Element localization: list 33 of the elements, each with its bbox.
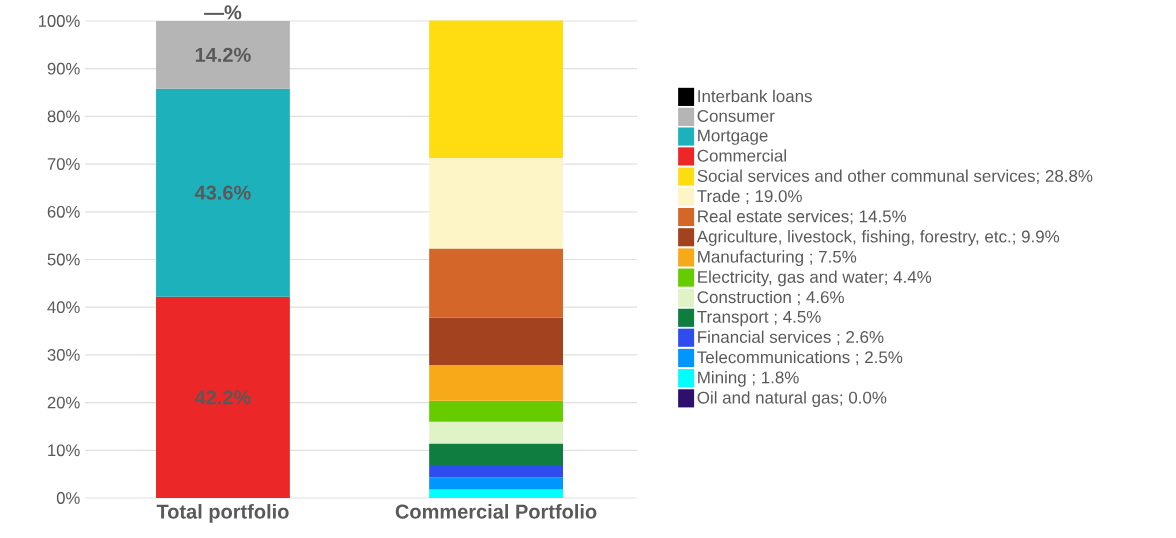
data-label: 43.6% [194, 185, 251, 200]
legend-label: Real estate services; 14.5% [698, 209, 907, 225]
legend-label: Electricity, gas and water; 4.4% [698, 270, 932, 287]
legend-label: Financial services ; 2.6% [698, 330, 884, 346]
y-tick-label: 90% [47, 62, 80, 75]
legend-label: Commercial [697, 149, 786, 162]
y-tick-label: 50% [47, 253, 80, 266]
legend-label: Construction ; 4.6% [697, 290, 844, 306]
legend-label: Oil and natural gas; 0.0% [697, 391, 887, 407]
y-tick-label: 80% [47, 110, 80, 123]
legend-label: Consumer [697, 109, 775, 122]
y-tick-label: 0% [56, 492, 80, 504]
data-label: 14.2% [195, 47, 251, 62]
legend-label: Interbank loans [698, 89, 812, 103]
legend-label: Transport ; 4.5% [697, 310, 821, 327]
y-tick-label: 10% [48, 444, 80, 457]
y-tick-label: 60% [47, 205, 80, 218]
legend-label: Telecommunications ; 2.5% [697, 350, 903, 366]
legend-label: Social services and other communal services; 28.8% [697, 169, 1093, 184]
legend-label: Mortgage [698, 129, 768, 145]
y-tick-label: 20% [47, 396, 80, 409]
y-tick-label: 100% [38, 15, 80, 27]
y-tick-label: 40% [47, 301, 80, 314]
y-tick-label: 70% [47, 158, 80, 170]
data-label: 42.2% [194, 390, 251, 405]
y-tick-label: 30% [47, 349, 80, 361]
legend-label: Manufacturing ; 7.5% [698, 250, 857, 267]
legend-label: Trade ; 19.0% [697, 189, 802, 205]
x-tick-label: Total portfolio [156, 504, 289, 523]
data-label: —% [204, 5, 242, 20]
legend-label: Mining ; 1.8% [698, 371, 799, 387]
x-tick-label: Commercial Portfolio [395, 504, 597, 519]
legend-label: Agriculture, livestock, fishing, forestry, etc.; 9.9% [696, 230, 1060, 246]
